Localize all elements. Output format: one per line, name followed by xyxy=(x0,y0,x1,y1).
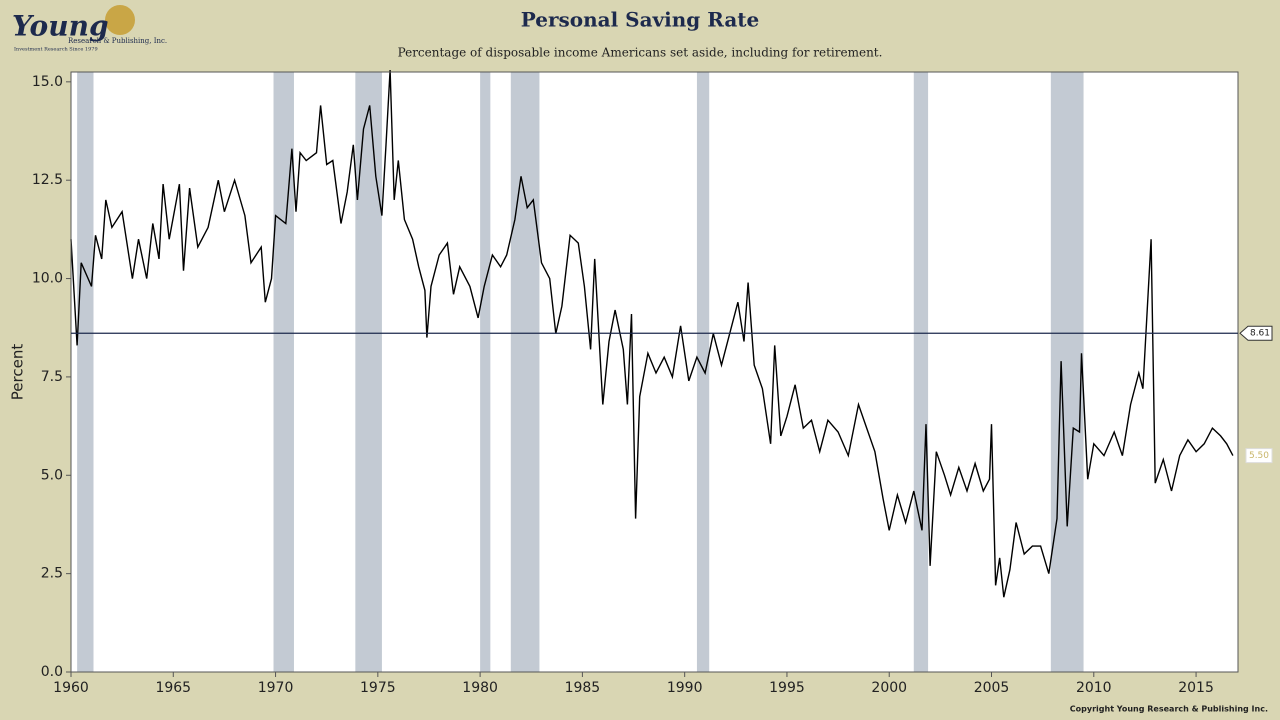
recession-band xyxy=(355,72,382,672)
average-label: 8.61 xyxy=(1250,329,1270,339)
recession-band xyxy=(480,72,491,672)
average-tag xyxy=(1239,325,1273,341)
x-tick-label: 1985 xyxy=(565,680,601,696)
end-tag xyxy=(1245,448,1273,464)
y-tick-label: 5.0 xyxy=(41,467,63,483)
copyright: Copyright Young Research & Publishing In… xyxy=(1070,705,1268,714)
plot xyxy=(70,69,1234,672)
y-tick-label: 7.5 xyxy=(41,369,63,385)
y-tick-label: 10.0 xyxy=(32,271,63,287)
x-tick-label: 1965 xyxy=(155,680,191,696)
x-tick-label: 2000 xyxy=(871,680,907,696)
y-axis-label: Percent xyxy=(9,344,27,401)
x-tick-label: 2010 xyxy=(1076,680,1112,696)
y-tick-label: 2.5 xyxy=(41,566,63,582)
x-tick-label: 1990 xyxy=(667,680,703,696)
x-tick-label: 2015 xyxy=(1178,680,1214,696)
y-tick-label: 0.0 xyxy=(41,664,63,680)
chart-title: Personal Saving Rate xyxy=(521,8,760,32)
recession-band xyxy=(77,72,94,672)
logo-name: Young xyxy=(12,10,109,43)
x-tick-label: 1975 xyxy=(360,680,396,696)
saving-rate-line xyxy=(70,69,1234,598)
logo-line1: Research & Publishing, Inc. xyxy=(68,37,167,45)
plot-border xyxy=(70,71,1239,673)
x-tick-label: 2005 xyxy=(974,680,1010,696)
end-label: 5.50 xyxy=(1249,451,1269,461)
x-tick-label: 1980 xyxy=(462,680,498,696)
chart-subtitle: Percentage of disposable income American… xyxy=(398,46,883,60)
logo-emblem xyxy=(105,5,135,35)
recession-band xyxy=(913,72,929,672)
plot-area xyxy=(71,72,1238,672)
recession-band xyxy=(510,72,540,672)
recession-band xyxy=(696,72,710,672)
y-tick-label: 15.0 xyxy=(32,74,63,90)
logo-line2: Investment Research Since 1979 xyxy=(14,47,98,53)
recession-band xyxy=(273,72,294,672)
x-tick-label: 1960 xyxy=(53,680,89,696)
x-tick-label: 1995 xyxy=(769,680,805,696)
y-tick-label: 12.5 xyxy=(32,172,63,188)
recession-band xyxy=(1050,72,1084,672)
x-tick-label: 1970 xyxy=(258,680,294,696)
